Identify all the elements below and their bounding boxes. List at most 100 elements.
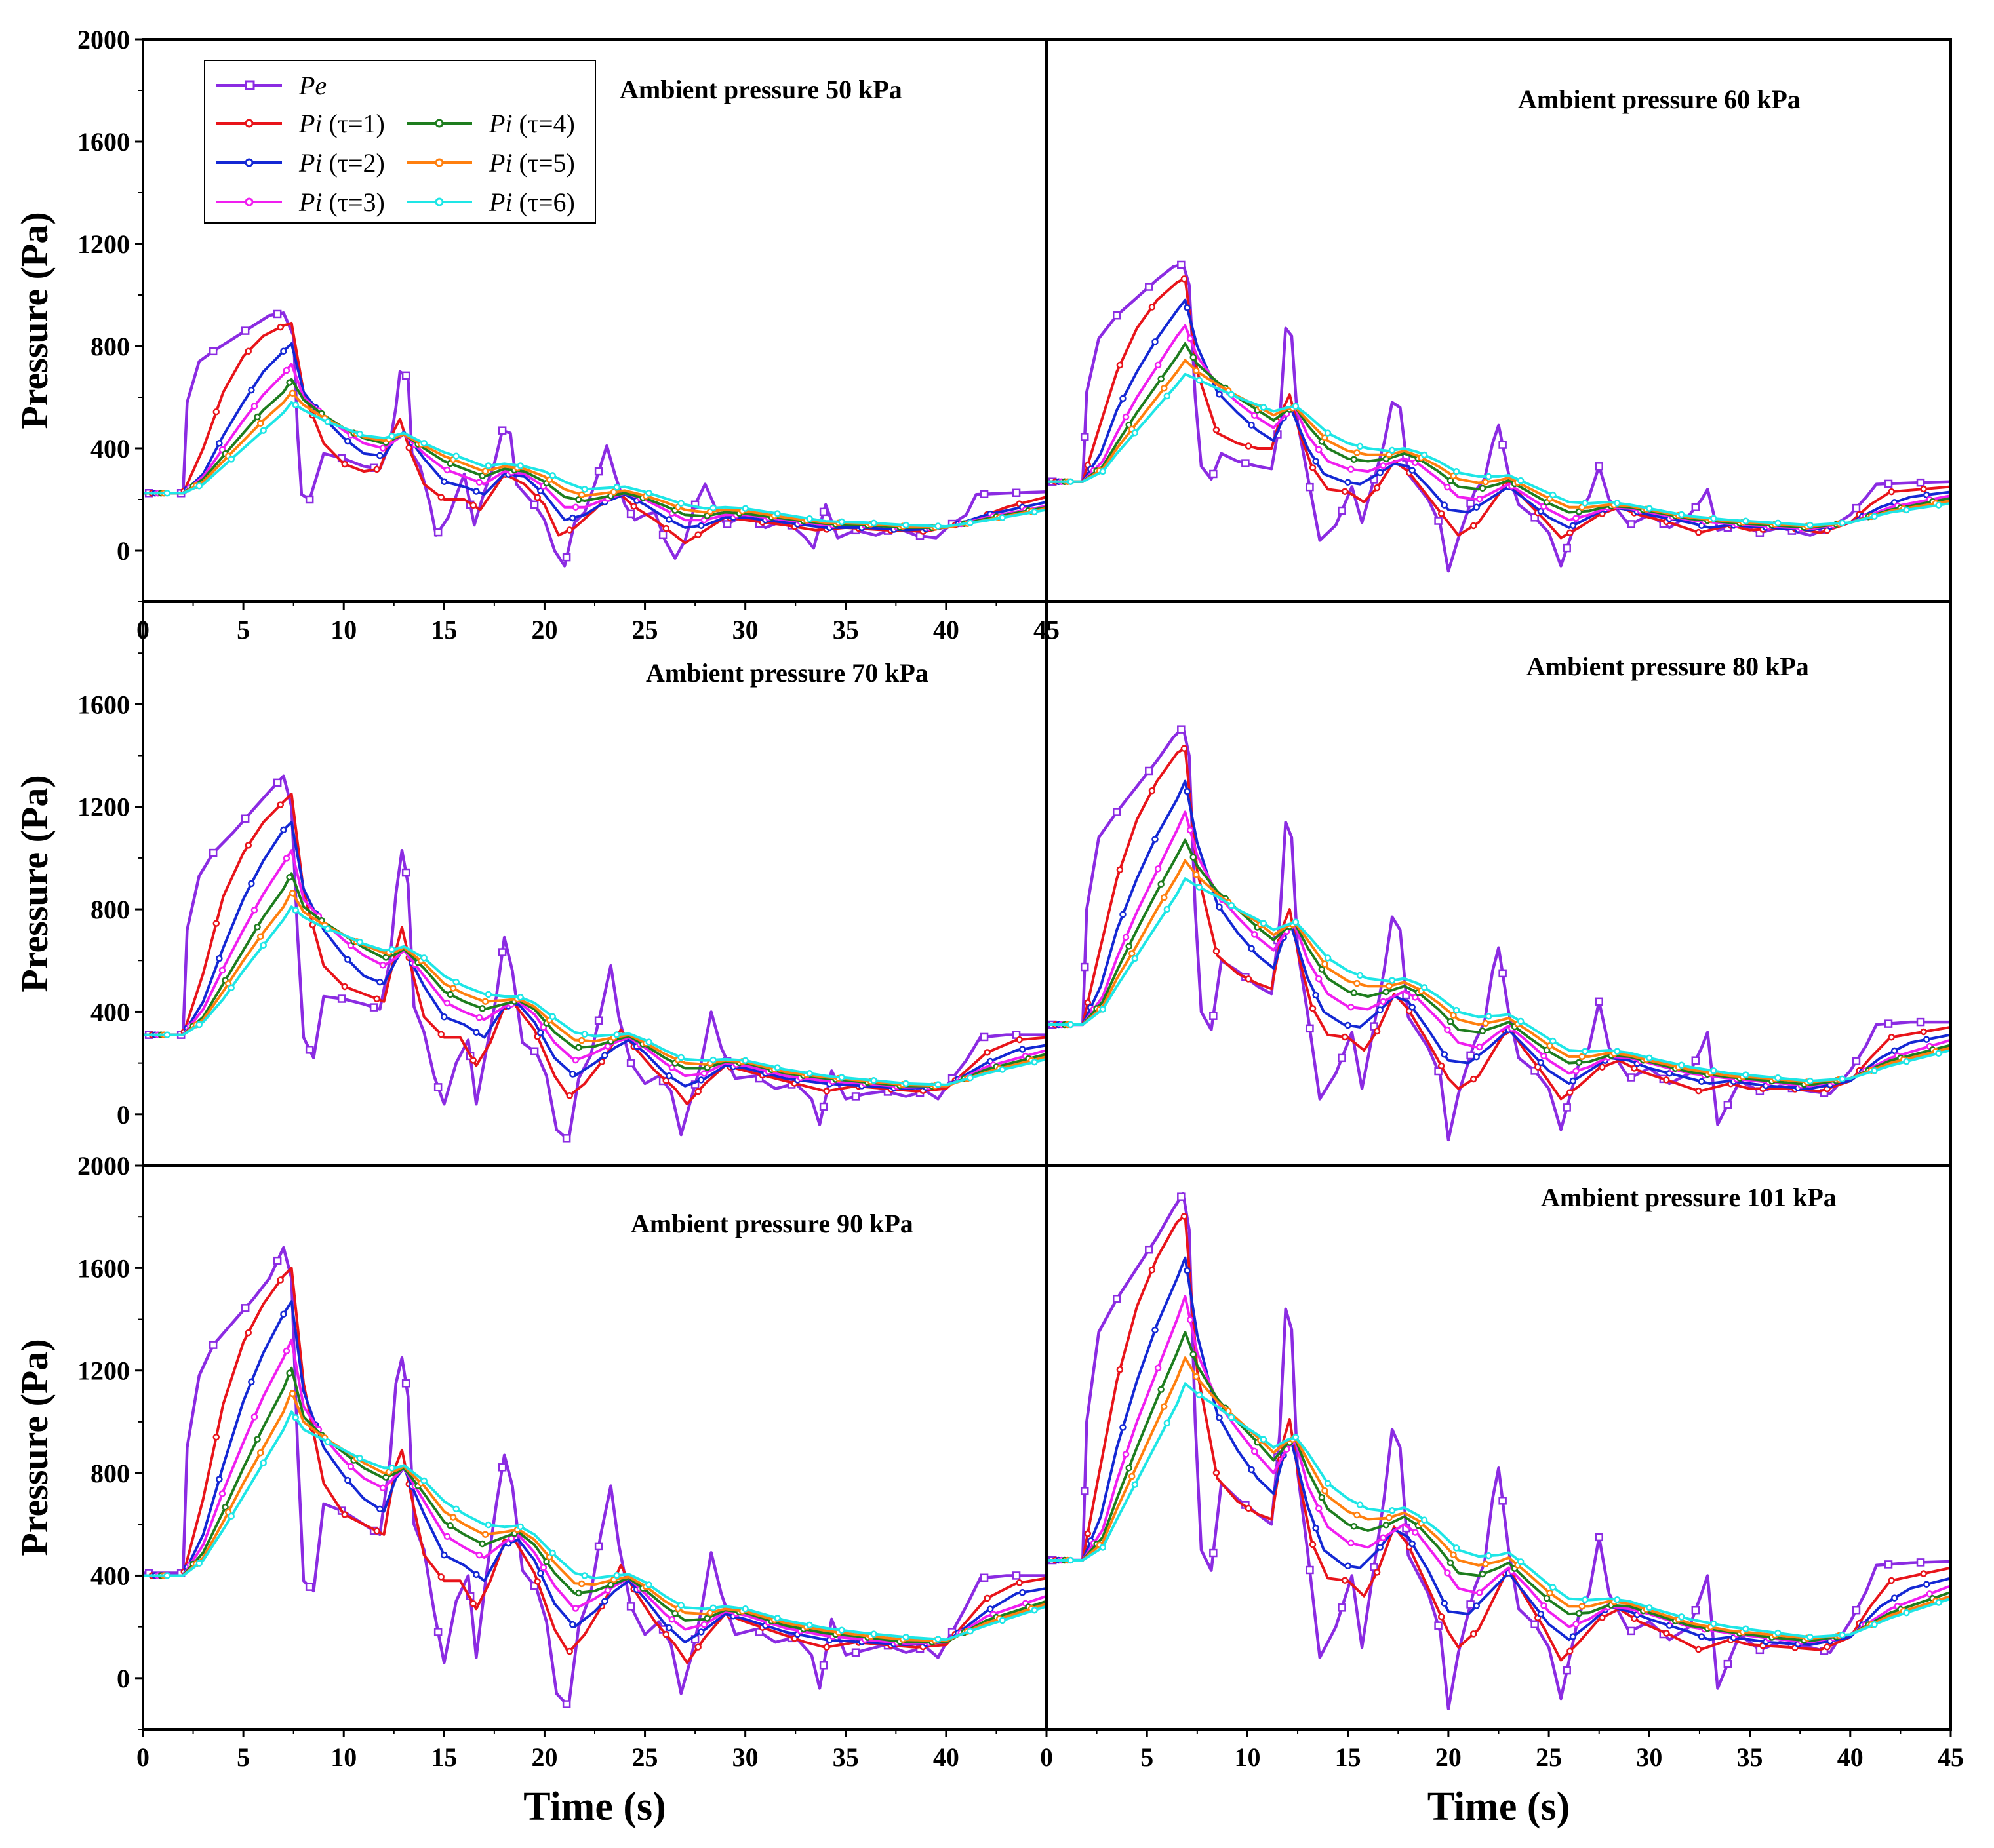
- series-line-pi-6-: [143, 1410, 1047, 1642]
- series-marker: [216, 439, 223, 447]
- series-marker: [870, 1630, 877, 1638]
- series-marker: [1774, 519, 1782, 527]
- series-marker: [1309, 1541, 1317, 1548]
- series-marker: [1582, 1596, 1589, 1603]
- series-marker: [1920, 1570, 1927, 1577]
- series-marker: [700, 1621, 708, 1628]
- series-marker: [1347, 1003, 1355, 1011]
- series-marker: [1177, 1192, 1186, 1201]
- series-marker: [163, 490, 170, 497]
- legend-label: Pe: [298, 71, 327, 100]
- series-marker: [286, 873, 293, 881]
- series-marker: [967, 1074, 974, 1082]
- series-marker: [273, 309, 282, 319]
- series-marker: [1341, 1577, 1349, 1584]
- series-marker: [1476, 1589, 1483, 1596]
- series-marker: [376, 978, 384, 986]
- series-marker: [447, 991, 454, 998]
- series-marker: [1380, 462, 1387, 469]
- series-marker: [774, 510, 781, 517]
- series-marker: [344, 1476, 351, 1484]
- series-marker: [1315, 975, 1323, 983]
- series-marker: [1031, 1606, 1038, 1614]
- series-marker: [292, 1414, 299, 1421]
- series-marker: [1186, 335, 1194, 342]
- series-marker: [594, 467, 603, 476]
- series-marker: [1356, 442, 1364, 450]
- series-marker: [481, 467, 489, 475]
- x-tick-label: 5: [1140, 1742, 1153, 1772]
- series-marker: [1695, 528, 1702, 536]
- series-marker: [1695, 1645, 1702, 1653]
- series-marker: [666, 1624, 673, 1632]
- series-marker: [1161, 894, 1168, 901]
- series-marker: [1315, 446, 1323, 454]
- series-marker: [475, 1014, 483, 1021]
- series-marker: [1145, 1245, 1153, 1254]
- series-marker: [1935, 501, 1942, 509]
- series-marker: [1260, 920, 1267, 927]
- series-marker: [1437, 1062, 1445, 1070]
- series-marker: [1373, 1027, 1381, 1035]
- series-marker: [1216, 903, 1223, 911]
- series-marker: [534, 494, 541, 501]
- series-line-pi-1-: [143, 793, 1047, 1106]
- series-marker: [1356, 972, 1364, 979]
- x-tick-label: 15: [1335, 1742, 1361, 1772]
- series-marker: [1128, 950, 1136, 957]
- series-marker: [1444, 1026, 1451, 1034]
- series-marker: [626, 509, 635, 519]
- series-marker: [549, 1013, 556, 1021]
- series-marker: [250, 1413, 258, 1421]
- series-marker: [1408, 1004, 1416, 1011]
- series-marker: [1691, 503, 1700, 511]
- series-marker: [1084, 1530, 1092, 1537]
- series-marker: [347, 1463, 355, 1470]
- series-marker: [485, 1521, 492, 1529]
- series-marker: [668, 1616, 676, 1623]
- series-line-pi-1-: [143, 1267, 1047, 1664]
- legend: Pe Pi (τ=1) Pi (τ=4) Pi (τ=2) Pi (τ=5) Pi (τ=…: [204, 60, 596, 224]
- x-tick-label: 10: [330, 615, 357, 644]
- legend-label: Pi (τ=6): [489, 187, 575, 217]
- series-marker: [534, 1578, 541, 1585]
- x-tick-label: 30: [1636, 1742, 1662, 1772]
- series-marker: [1350, 989, 1358, 996]
- x-tick-label: 25: [632, 1742, 658, 1772]
- series-line-pi-6-: [1047, 372, 1951, 526]
- series-marker: [283, 1347, 290, 1355]
- series-marker: [1678, 1061, 1685, 1069]
- series-marker: [1353, 979, 1361, 987]
- series-marker: [280, 347, 287, 355]
- series-marker: [1549, 1584, 1557, 1591]
- series-marker: [902, 1634, 909, 1641]
- series-marker: [823, 1088, 830, 1095]
- series-marker: [607, 1581, 614, 1588]
- series-marker: [537, 1029, 544, 1036]
- series-marker: [626, 1059, 635, 1067]
- series-marker: [838, 1626, 845, 1634]
- y-tick-label: 800: [90, 332, 130, 361]
- series-marker: [1572, 1067, 1580, 1075]
- series-marker: [1157, 1386, 1165, 1393]
- series-marker: [373, 995, 380, 1002]
- series-line-pi-4-: [1047, 838, 1951, 1086]
- series-marker: [1517, 1017, 1525, 1025]
- series-marker: [286, 379, 293, 386]
- series-marker: [1806, 521, 1814, 529]
- series-marker: [498, 948, 507, 956]
- series-marker: [562, 1134, 571, 1143]
- series-marker: [1344, 1021, 1351, 1029]
- series-marker: [452, 1505, 460, 1513]
- series-marker: [1473, 1053, 1481, 1061]
- legend-swatch-marker: [245, 158, 254, 167]
- series-marker: [1446, 1018, 1454, 1025]
- series-marker: [698, 1628, 705, 1636]
- series-marker: [1260, 1436, 1267, 1444]
- series-marker: [216, 1476, 223, 1483]
- series-marker: [1530, 1620, 1539, 1628]
- x-tick-label: 15: [431, 615, 457, 644]
- series-marker: [575, 496, 582, 503]
